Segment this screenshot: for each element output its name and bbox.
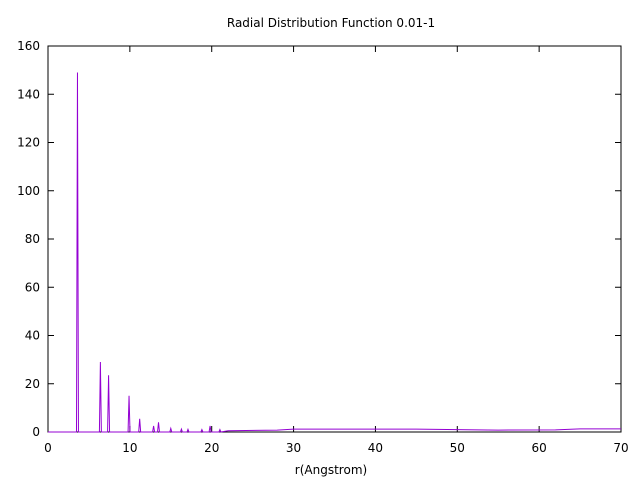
y-tick-label: 60: [25, 280, 40, 294]
y-tick-label: 160: [17, 39, 40, 53]
axis-ticks: [47, 45, 622, 433]
y-tick-label: 0: [32, 425, 40, 439]
y-tick-labels: 0 20 40 60 80 100 120 140 160: [17, 39, 40, 439]
x-tick-labels: 0 10 20 30 40 50 60 70: [44, 441, 628, 455]
y-tick-label: 140: [17, 87, 40, 101]
x-axis-label: r(Angstrom): [295, 463, 367, 477]
x-tick-label: 40: [368, 441, 383, 455]
y-tick-label: 20: [25, 377, 40, 391]
plot-frame: [47, 45, 622, 433]
x-tick-label: 50: [450, 441, 465, 455]
x-tick-label: 10: [122, 441, 137, 455]
x-tick-label: 70: [613, 441, 628, 455]
x-tick-label: 20: [204, 441, 219, 455]
series-line: [48, 72, 621, 433]
x-tick-label: 30: [286, 441, 301, 455]
y-tick-label: 40: [25, 329, 40, 343]
x-tick-label: 60: [532, 441, 547, 455]
y-tick-label: 80: [25, 232, 40, 246]
y-tick-label: 100: [17, 184, 40, 198]
x-tick-label: 0: [44, 441, 52, 455]
y-tick-label: 120: [17, 136, 40, 150]
chart-title: Radial Distribution Function 0.01-1: [227, 16, 435, 30]
